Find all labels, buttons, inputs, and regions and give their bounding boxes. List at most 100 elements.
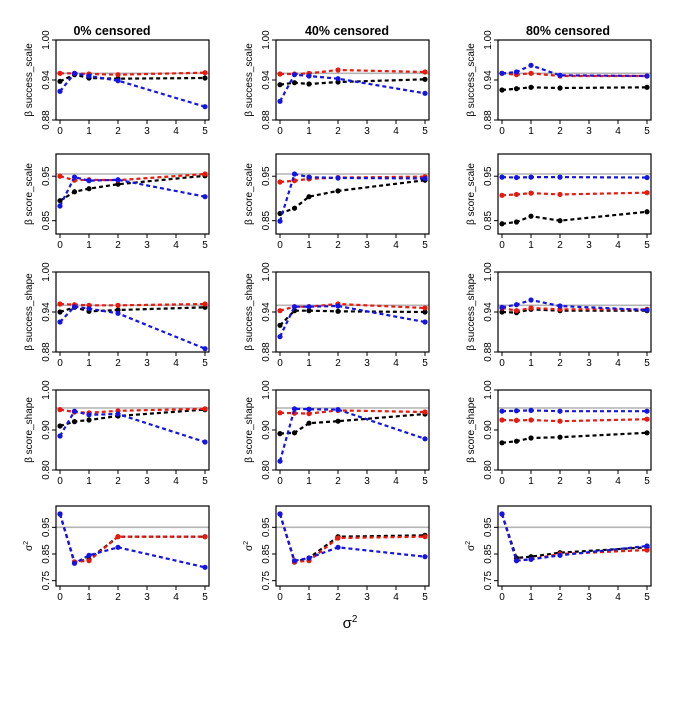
data-point-red: [422, 534, 427, 539]
data-point-blue: [644, 175, 649, 180]
y-axis-label: β success_scale: [244, 43, 255, 117]
data-point-blue: [292, 72, 297, 77]
x-tick-label: 1: [528, 476, 534, 487]
data-point-blue: [292, 304, 297, 309]
y-tick-label: 0.88: [41, 110, 52, 130]
x-tick-label: 2: [115, 240, 121, 251]
data-point-blue: [277, 99, 282, 104]
x-tick-label: 5: [644, 240, 650, 251]
x-axis-label: σ2: [343, 614, 358, 632]
data-point-blue: [86, 73, 91, 78]
y-tick-label: 0.75: [483, 570, 494, 590]
data-point-red: [514, 418, 519, 423]
y-tick-label: 0.90: [261, 420, 272, 440]
y-tick-label: 0.95: [483, 166, 494, 186]
y-axis-label-symbol: β: [466, 108, 477, 117]
x-tick-label: 1: [528, 240, 534, 251]
data-point-red: [86, 558, 91, 563]
data-point-black: [335, 309, 340, 314]
data-point-red: [57, 407, 62, 412]
data-point-black: [335, 419, 340, 424]
y-tick-label: 0.85: [261, 544, 272, 564]
x-tick-label: 1: [86, 126, 92, 137]
data-point-blue: [115, 177, 120, 182]
x-tick-label: 1: [306, 358, 312, 369]
data-point-blue: [557, 73, 562, 78]
x-axis-label-superscript: 2: [352, 614, 358, 625]
data-point-black: [499, 440, 504, 445]
x-tick-label: 4: [173, 592, 179, 603]
y-axis-label-symbol: β: [244, 108, 255, 117]
y-axis-label-text: success_scale: [244, 43, 255, 108]
data-point-blue: [499, 175, 504, 180]
data-point-blue: [528, 297, 533, 302]
data-point-black: [499, 87, 504, 92]
series-line-red: [502, 308, 647, 311]
x-tick-label: 2: [335, 358, 341, 369]
y-axis-label-text: score_shape: [244, 397, 255, 455]
y-tick-label: 1.00: [261, 380, 272, 400]
series-line-blue: [60, 73, 205, 106]
data-point-blue: [499, 511, 504, 516]
data-point-red: [277, 179, 282, 184]
data-point-blue: [86, 306, 91, 311]
x-tick-label: 4: [615, 358, 621, 369]
series-line-blue: [502, 410, 647, 411]
data-point-blue: [115, 545, 120, 550]
x-tick-label: 1: [86, 476, 92, 487]
y-tick-label: 0.95: [483, 517, 494, 537]
x-tick-label: 4: [173, 358, 179, 369]
x-tick-label: 4: [615, 240, 621, 251]
x-tick-label: 1: [86, 592, 92, 603]
x-tick-label: 4: [173, 126, 179, 137]
data-point-blue: [72, 409, 77, 414]
data-point-blue: [528, 63, 533, 68]
data-point-blue: [86, 553, 91, 558]
data-point-red: [528, 305, 533, 310]
data-point-red: [644, 417, 649, 422]
y-axis-label-symbol: β: [24, 454, 35, 463]
panel-frame: [276, 154, 429, 234]
data-point-blue: [202, 439, 207, 444]
series-line-black: [502, 212, 647, 224]
x-tick-label: 0: [277, 476, 283, 487]
y-tick-label: 0.85: [41, 544, 52, 564]
y-tick-label: 0.88: [483, 342, 494, 362]
data-point-red: [335, 535, 340, 540]
y-tick-label: 1.00: [41, 380, 52, 400]
data-point-red: [514, 192, 519, 197]
panel-frame: [276, 390, 429, 470]
series-line-red: [280, 514, 425, 562]
data-point-red: [57, 71, 62, 76]
x-tick-label: 1: [528, 358, 534, 369]
y-axis-label-symbol: β: [24, 342, 35, 351]
data-point-blue: [57, 89, 62, 94]
data-point-black: [202, 75, 207, 80]
data-point-blue: [644, 73, 649, 78]
x-tick-label: 3: [144, 358, 150, 369]
y-tick-label: 0.95: [41, 517, 52, 537]
data-point-red: [422, 305, 427, 310]
data-point-blue: [644, 307, 649, 312]
data-point-blue: [514, 175, 519, 180]
series-line-black: [502, 433, 647, 443]
x-tick-label: 2: [115, 592, 121, 603]
x-tick-label: 3: [364, 126, 370, 137]
data-point-blue: [644, 409, 649, 414]
data-point-red: [115, 72, 120, 77]
data-point-red: [57, 174, 62, 179]
y-tick-label: 0.94: [41, 70, 52, 90]
data-point-black: [72, 189, 77, 194]
data-point-blue: [72, 304, 77, 309]
y-axis-label: σ2: [23, 541, 35, 551]
x-tick-label: 0: [277, 358, 283, 369]
data-point-black: [277, 431, 282, 436]
y-axis-label-symbol: β: [244, 454, 255, 463]
x-tick-label: 0: [277, 592, 283, 603]
y-tick-label: 0.88: [483, 110, 494, 130]
data-point-blue: [514, 302, 519, 307]
